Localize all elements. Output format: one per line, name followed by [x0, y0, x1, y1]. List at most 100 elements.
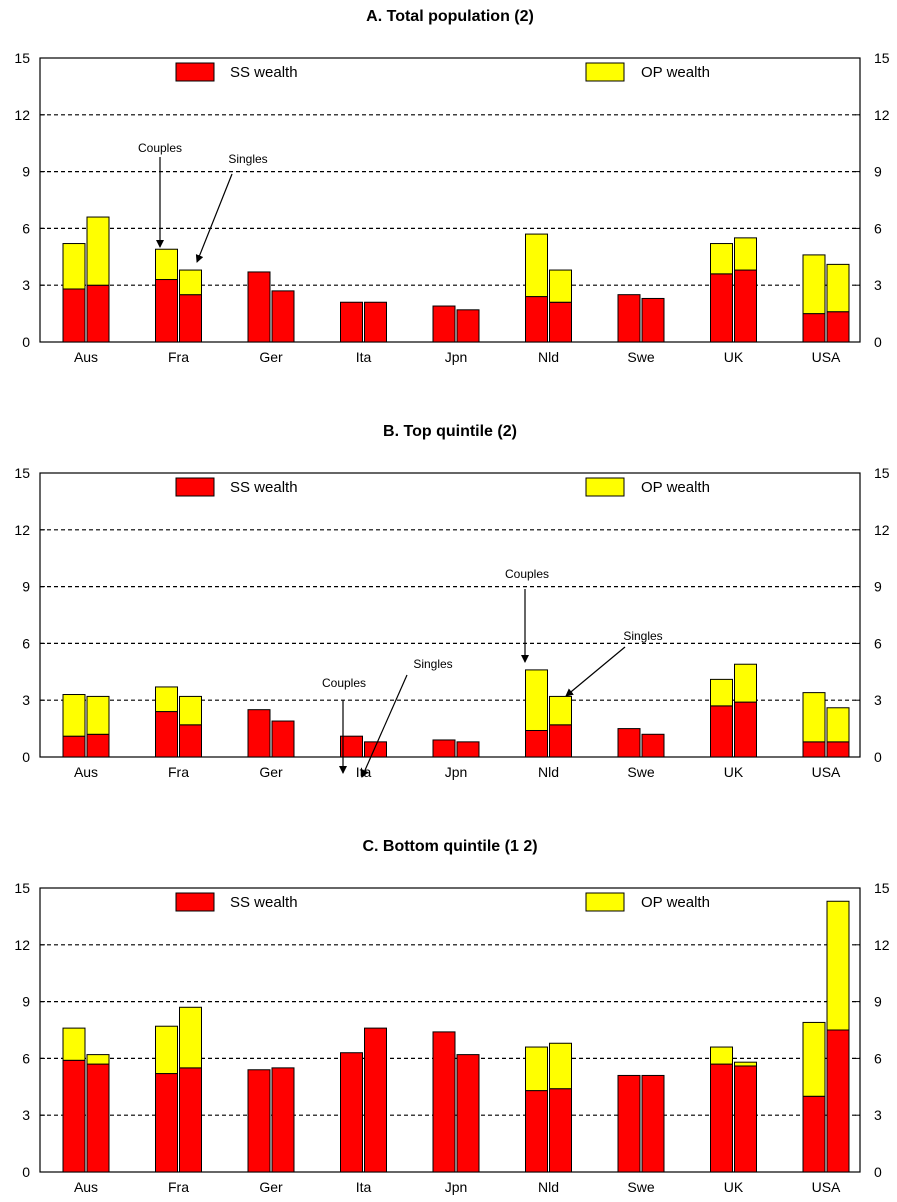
y-tick-label-right: 9: [874, 994, 882, 1010]
bar-ss-couples-nld: [525, 729, 548, 758]
bar-ss-couples-fra: [155, 1073, 178, 1173]
y-tick-label-left: 15: [14, 465, 30, 481]
bar-ss-singles-ger: [271, 290, 295, 343]
bar-ss-singles-ita: [364, 301, 387, 343]
y-tick-label-left: 3: [22, 1107, 30, 1123]
bar-ss-singles-swe: [641, 1074, 665, 1173]
bar-ss-couples-aus: [62, 1059, 86, 1173]
category-label: UK: [724, 1179, 744, 1195]
legend-swatch-op: [585, 892, 625, 912]
bar-op-singles-aus: [86, 216, 110, 286]
annotation-couples: Couples: [505, 567, 549, 581]
bar-op-couples-aus: [62, 1027, 86, 1061]
bar-ss-singles-jpn: [456, 309, 480, 343]
bar-op-singles-fra: [179, 1006, 202, 1069]
annotation-couples: Couples: [322, 676, 366, 690]
bar-ss-couples-jpn: [432, 305, 456, 343]
annotation-couples: Couples: [138, 141, 182, 155]
bar-op-couples-uk: [710, 243, 733, 275]
bar-ss-singles-jpn: [456, 741, 480, 758]
legend-swatch-ss: [175, 62, 215, 82]
y-tick-label-left: 15: [14, 50, 30, 66]
category-label: Fra: [168, 1179, 189, 1195]
bar-ss-couples-ger: [247, 1069, 271, 1173]
legend-label-ss: SS wealth: [230, 479, 298, 496]
bar-ss-singles-fra: [179, 294, 202, 343]
bar-op-couples-nld: [525, 1046, 548, 1092]
y-tick-label-left: 3: [22, 692, 30, 708]
y-tick-label-left: 9: [22, 994, 30, 1010]
y-tick-label-left: 6: [22, 1050, 30, 1066]
y-tick-label-right: 6: [874, 220, 882, 236]
y-tick-label-right: 6: [874, 635, 882, 651]
y-tick-label-left: 3: [22, 277, 30, 293]
category-label: Swe: [627, 349, 654, 365]
annotation-singles: Singles: [413, 657, 452, 671]
bar-ss-singles-ger: [271, 1067, 295, 1173]
bar-op-couples-uk: [710, 1046, 733, 1065]
y-tick-label-left: 6: [22, 220, 30, 236]
bar-ss-singles-nld: [549, 301, 572, 343]
bar-op-couples-usa: [802, 254, 826, 315]
legend-swatch-op: [585, 62, 625, 82]
annotation-arrow-singles: [361, 674, 408, 778]
bar-op-singles-usa: [826, 900, 850, 1031]
bar-ss-couples-uk: [710, 273, 733, 343]
bar-ss-singles-aus: [86, 284, 110, 343]
bar-ss-singles-jpn: [456, 1054, 480, 1173]
bar-op-couples-fra: [155, 686, 178, 713]
bar-ss-couples-ita: [340, 301, 363, 343]
category-label: Fra: [168, 349, 189, 365]
y-tick-label-left: 0: [22, 749, 30, 765]
bar-op-singles-uk: [734, 663, 757, 703]
category-label: USA: [812, 764, 841, 780]
bar-ss-singles-usa: [826, 741, 850, 758]
bar-ss-singles-ita: [364, 1027, 387, 1173]
chart-panel-1: A. Total population (2) 0 0 3 3 6 6 9 9 12 12 15 15 S…: [14, 8, 889, 365]
category-label: Swe: [627, 1179, 654, 1195]
category-label: Swe: [627, 764, 654, 780]
bar-ss-singles-fra: [179, 724, 202, 758]
bar-ss-couples-fra: [155, 711, 178, 758]
bar-ss-couples-ger: [247, 271, 271, 343]
bar-op-couples-usa: [802, 1021, 826, 1097]
category-label: Aus: [74, 349, 98, 365]
bar-ss-singles-uk: [734, 269, 757, 343]
bar-ss-singles-fra: [179, 1067, 202, 1173]
chart-panel-2: B. Top quintile (2) 0 0 3 3 6 6 9 9 12 12 15 15 SS we…: [14, 423, 889, 780]
y-tick-label-right: 3: [874, 277, 882, 293]
annotation-arrow-singles: [195, 173, 233, 263]
bar-op-singles-nld: [549, 695, 572, 726]
y-tick-label-right: 12: [874, 937, 890, 953]
bar-ss-couples-fra: [155, 279, 178, 343]
annotation-singles: Singles: [228, 152, 267, 166]
legend-label-op: OP wealth: [641, 64, 710, 81]
legend-swatch-ss: [175, 477, 215, 497]
bar-ss-couples-jpn: [432, 739, 456, 758]
bar-op-couples-uk: [710, 678, 733, 707]
bar-op-singles-aus: [86, 695, 110, 735]
y-tick-label-right: 3: [874, 692, 882, 708]
y-tick-label-left: 12: [14, 937, 30, 953]
y-tick-label-right: 9: [874, 579, 882, 595]
y-tick-label-left: 0: [22, 334, 30, 350]
category-label: Nld: [538, 764, 559, 780]
bar-op-singles-fra: [179, 695, 202, 726]
bar-ss-singles-usa: [826, 1029, 850, 1173]
category-label: Aus: [74, 1179, 98, 1195]
bar-ss-couples-ita: [340, 1052, 363, 1173]
bar-ss-singles-usa: [826, 311, 850, 343]
bar-ss-couples-ita: [340, 735, 363, 758]
category-label: Jpn: [445, 764, 468, 780]
bar-op-singles-nld: [549, 269, 572, 303]
bar-op-couples-aus: [62, 243, 86, 290]
y-tick-label-left: 12: [14, 107, 30, 123]
y-tick-label-right: 12: [874, 522, 890, 538]
bar-op-singles-usa: [826, 707, 850, 743]
bar-ss-singles-swe: [641, 297, 665, 343]
bar-ss-couples-swe: [617, 728, 641, 758]
category-label: UK: [724, 349, 744, 365]
panel-title: B. Top quintile (2): [383, 423, 517, 440]
bar-op-couples-aus: [62, 694, 86, 737]
category-label: Aus: [74, 764, 98, 780]
